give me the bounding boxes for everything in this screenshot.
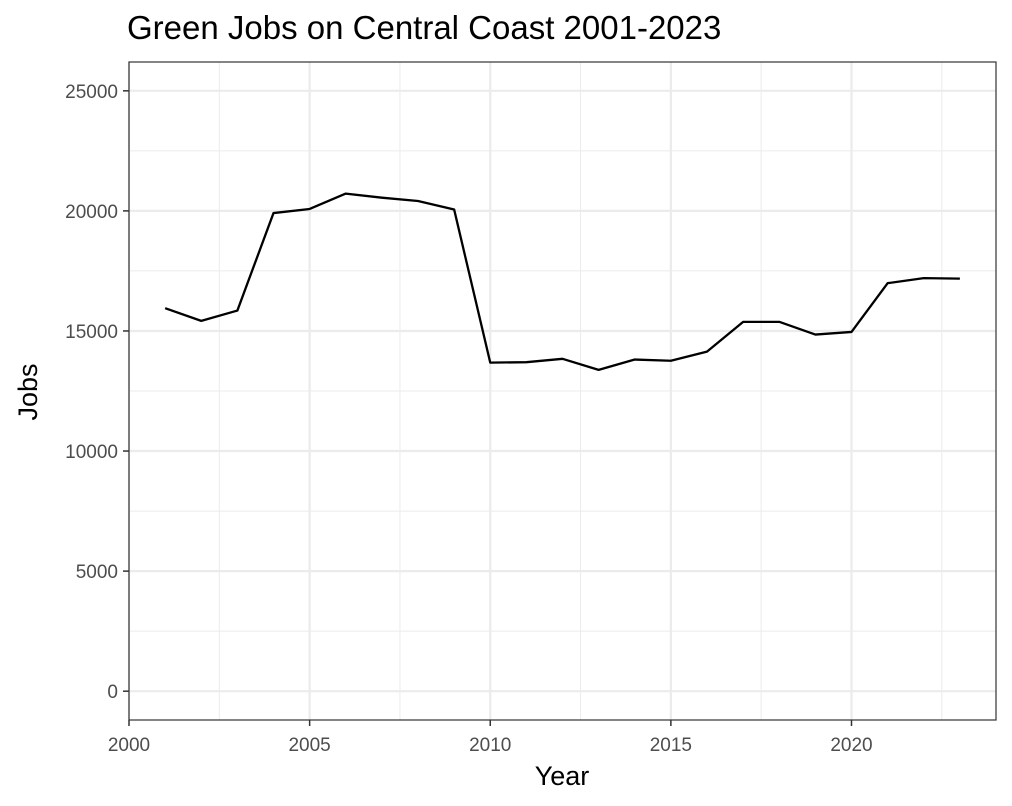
x-axis: 2000 2005 2010 2015 2020 [108, 720, 873, 756]
x-tick-label: 2015 [650, 735, 692, 756]
panel-border [128, 61, 997, 721]
series-layer [164, 192, 960, 372]
y-tick-label: 10000 [65, 442, 118, 463]
x-tick-label: 2005 [288, 735, 330, 756]
y-tick-label: 5000 [76, 562, 118, 583]
x-tick-label: 2020 [830, 735, 872, 756]
y-tick-label: 20000 [65, 202, 118, 223]
y-tick-label: 15000 [65, 322, 118, 343]
y-axis: 0 5000 10000 15000 20000 25000 [65, 82, 129, 703]
minor-gridlines [129, 62, 996, 720]
series-line [164, 192, 960, 372]
chart-title: Green Jobs on Central Coast 2001-2023 [127, 9, 721, 46]
y-tick-label: 0 [107, 682, 118, 703]
y-tick-label: 25000 [65, 82, 118, 103]
x-axis-title: Year [535, 761, 590, 791]
x-tick-label: 2000 [108, 735, 150, 756]
y-axis-title: Jobs [13, 363, 43, 420]
x-tick-label: 2010 [469, 735, 511, 756]
